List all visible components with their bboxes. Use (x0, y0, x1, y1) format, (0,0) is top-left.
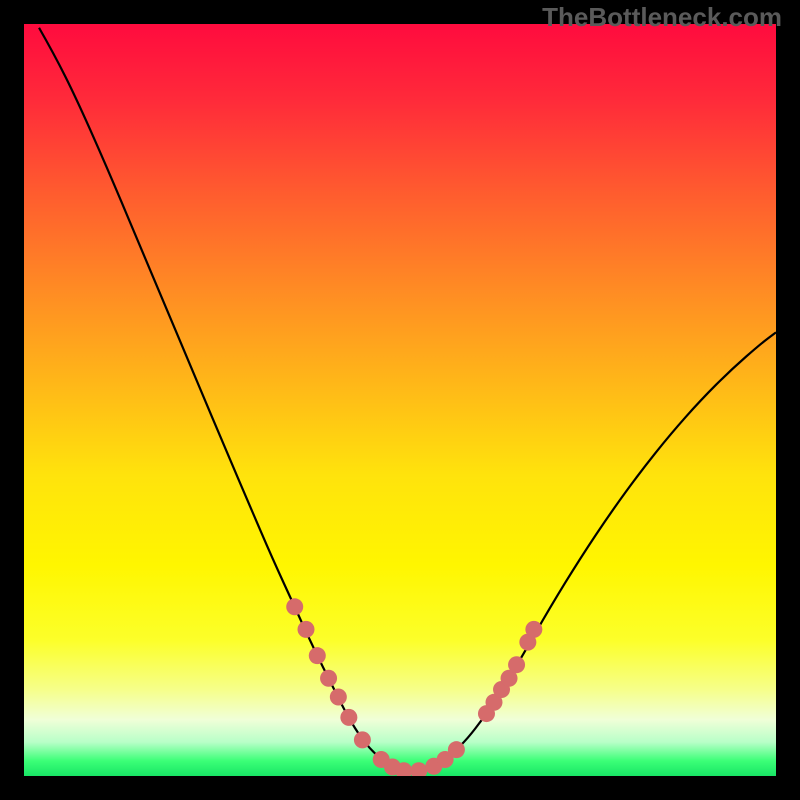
curve-marker (320, 670, 337, 687)
watermark-text: TheBottleneck.com (542, 2, 782, 33)
gradient-background (24, 24, 776, 776)
curve-marker (330, 689, 347, 706)
curve-marker (309, 647, 326, 664)
curve-marker (354, 731, 371, 748)
curve-marker (286, 598, 303, 615)
curve-marker (340, 709, 357, 726)
curve-marker (525, 621, 542, 638)
curve-marker (298, 621, 315, 638)
curve-marker (448, 741, 465, 758)
curve-marker (508, 656, 525, 673)
chart-canvas (0, 0, 800, 800)
curve-marker (395, 762, 412, 779)
curve-marker (410, 762, 427, 779)
